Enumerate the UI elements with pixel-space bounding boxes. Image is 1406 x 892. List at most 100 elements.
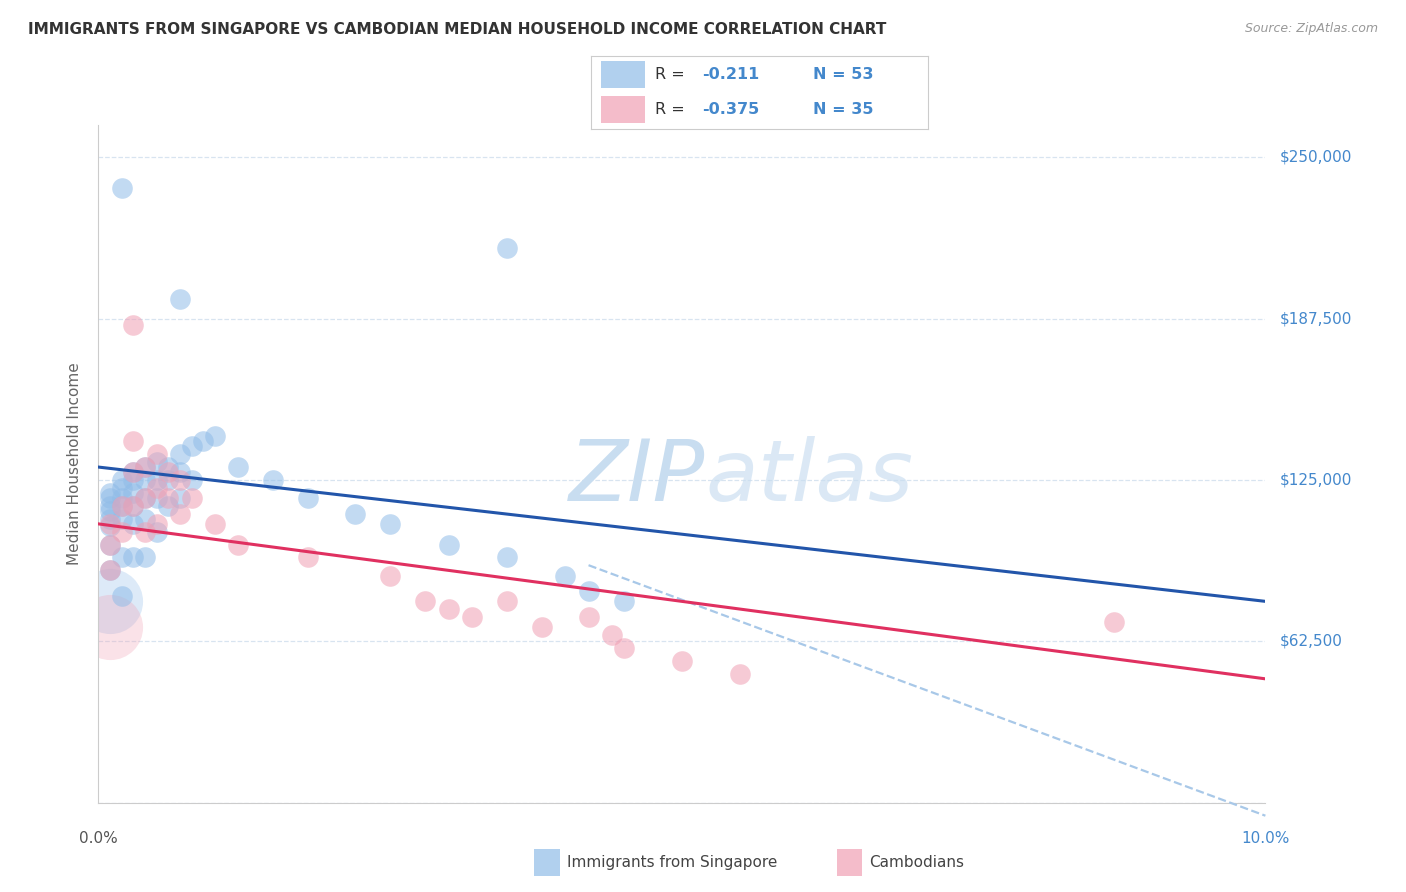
- Point: [297, 550, 319, 565]
- Point: [98, 512, 121, 526]
- Text: Cambodians: Cambodians: [869, 855, 965, 870]
- Point: [134, 512, 156, 526]
- Point: [111, 550, 134, 565]
- Point: [157, 499, 180, 513]
- Point: [228, 537, 250, 551]
- Point: [169, 465, 191, 479]
- Point: [134, 524, 156, 539]
- Point: [122, 434, 145, 449]
- Point: [413, 594, 436, 608]
- Point: [437, 537, 460, 551]
- Point: [344, 507, 367, 521]
- Text: $125,000: $125,000: [1279, 473, 1351, 488]
- Point: [111, 589, 134, 603]
- Point: [98, 486, 121, 500]
- Text: 0.0%: 0.0%: [79, 830, 118, 846]
- Point: [578, 584, 600, 599]
- Point: [204, 516, 226, 531]
- Point: [157, 491, 180, 505]
- Point: [98, 620, 121, 634]
- Point: [157, 460, 180, 475]
- Point: [122, 499, 145, 513]
- Y-axis label: Median Household Income: Median Household Income: [67, 362, 83, 566]
- Text: 10.0%: 10.0%: [1241, 830, 1289, 846]
- Point: [146, 473, 169, 487]
- Point: [98, 537, 121, 551]
- Point: [122, 550, 145, 565]
- Point: [98, 563, 121, 577]
- Point: [98, 594, 121, 608]
- Point: [98, 537, 121, 551]
- Point: [495, 550, 517, 565]
- Point: [671, 654, 693, 668]
- Point: [262, 473, 284, 487]
- Point: [169, 447, 191, 461]
- Point: [180, 439, 202, 453]
- Point: [612, 594, 634, 608]
- Point: [554, 568, 576, 582]
- Point: [111, 524, 134, 539]
- Point: [146, 516, 169, 531]
- Point: [134, 460, 156, 475]
- Text: N = 35: N = 35: [813, 102, 873, 117]
- Text: $250,000: $250,000: [1279, 150, 1351, 165]
- Point: [495, 241, 517, 255]
- Point: [98, 516, 121, 531]
- Text: Immigrants from Singapore: Immigrants from Singapore: [567, 855, 778, 870]
- Text: ZIP: ZIP: [569, 436, 706, 519]
- Point: [111, 491, 134, 505]
- Text: N = 53: N = 53: [813, 67, 873, 82]
- Point: [134, 491, 156, 505]
- Bar: [600, 95, 644, 123]
- Point: [146, 481, 169, 495]
- Point: [378, 516, 402, 531]
- Point: [437, 602, 460, 616]
- Point: [600, 628, 623, 642]
- Point: [530, 620, 553, 634]
- Point: [98, 491, 121, 505]
- Point: [111, 499, 134, 513]
- Point: [134, 550, 156, 565]
- Point: [169, 473, 191, 487]
- Point: [180, 491, 202, 505]
- Point: [134, 473, 156, 487]
- Point: [193, 434, 215, 449]
- Point: [297, 491, 319, 505]
- Point: [728, 666, 751, 681]
- Point: [146, 447, 169, 461]
- Point: [98, 499, 121, 513]
- Point: [134, 460, 156, 475]
- Point: [146, 455, 169, 469]
- Text: R =: R =: [655, 67, 689, 82]
- Point: [122, 473, 145, 487]
- Point: [111, 481, 134, 495]
- Point: [98, 563, 121, 577]
- Point: [612, 640, 634, 655]
- Point: [1102, 615, 1125, 629]
- Point: [134, 491, 156, 505]
- Text: atlas: atlas: [706, 436, 914, 519]
- Point: [461, 610, 484, 624]
- Point: [157, 465, 180, 479]
- Point: [495, 594, 517, 608]
- Point: [98, 519, 121, 533]
- Point: [204, 429, 226, 443]
- Point: [157, 473, 180, 487]
- Text: -0.375: -0.375: [702, 102, 759, 117]
- Text: Source: ZipAtlas.com: Source: ZipAtlas.com: [1244, 22, 1378, 36]
- Text: $62,500: $62,500: [1279, 634, 1343, 648]
- Point: [180, 473, 202, 487]
- Point: [146, 491, 169, 505]
- Point: [378, 568, 402, 582]
- Text: -0.211: -0.211: [702, 67, 759, 82]
- Point: [111, 181, 134, 195]
- Point: [169, 292, 191, 306]
- Bar: [600, 61, 644, 88]
- Point: [122, 486, 145, 500]
- Point: [122, 516, 145, 531]
- Text: R =: R =: [655, 102, 689, 117]
- Point: [169, 491, 191, 505]
- Point: [111, 512, 134, 526]
- Point: [169, 507, 191, 521]
- Point: [228, 460, 250, 475]
